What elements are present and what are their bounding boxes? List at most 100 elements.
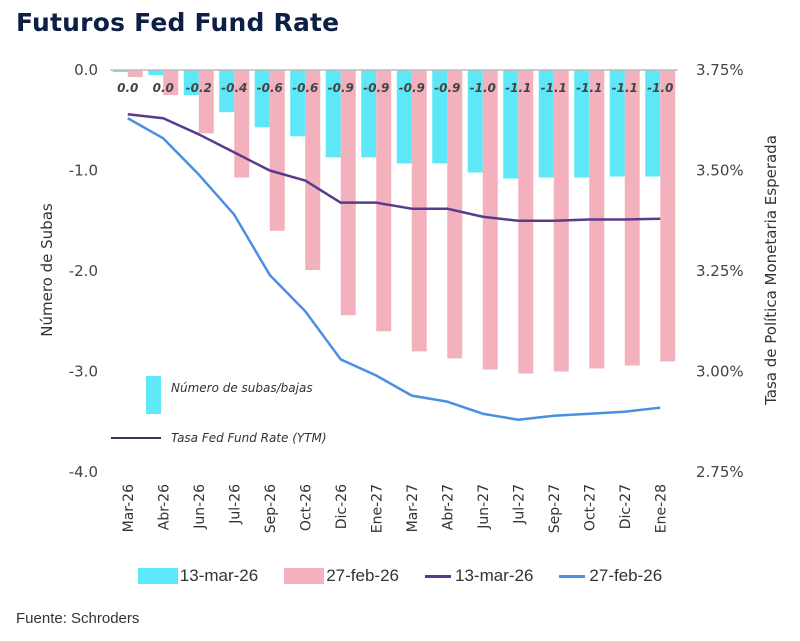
x-tick-label: Mar-27 — [405, 484, 421, 532]
x-axis-ticks: Mar-26 Abr-26 Jun-26 Jul-26 Sep-26 Oct-26 Dic-… — [121, 484, 670, 533]
data-label: -1.0 — [647, 81, 673, 95]
y-tick-label: -2.0 — [69, 262, 98, 280]
data-label: -0.9 — [399, 81, 425, 95]
bar-13mar-Oct-26 — [290, 70, 306, 137]
y-axis-right-ticks: 3.75% 3.50% 3.25% 3.00% 2.75% — [696, 61, 744, 481]
bar-13mar-Ene-27 — [361, 70, 377, 158]
bar-27feb-Dic-27 — [624, 70, 640, 366]
x-tick-label: Ene-28 — [653, 484, 669, 533]
lines-layer — [127, 112, 661, 421]
legend-item-line-mar: 13-mar-26 — [425, 566, 533, 586]
bar-27feb-Jul-26 — [234, 70, 250, 178]
legend-item-bar-mar: 13-mar-26 — [137, 566, 259, 586]
data-label: -0.6 — [257, 81, 283, 95]
chart-title: Futuros Fed Fund Rate — [16, 8, 340, 37]
x-tick-label: Sep-26 — [263, 484, 279, 533]
bars-layer — [112, 70, 676, 374]
bar-27feb-Dic-26 — [340, 70, 356, 316]
x-tick-label: Abr-26 — [156, 484, 172, 530]
x-tick-label: Abr-27 — [440, 484, 456, 530]
bar-13mar-Abr-26 — [148, 70, 164, 76]
inner-legend-bar-swatch — [146, 376, 161, 414]
data-label: 0.0 — [117, 81, 138, 95]
legend-swatch-bar — [137, 568, 178, 584]
bar-27feb-Abr-26 — [163, 70, 179, 96]
data-label: -0.4 — [221, 81, 247, 95]
data-label: -1.1 — [576, 81, 602, 95]
bar-13mar-Abr-27 — [432, 70, 448, 164]
bar-13mar-Dic-26 — [325, 70, 341, 158]
legend-label: 27-feb-26 — [326, 566, 399, 585]
bar-27feb-Jun-26 — [198, 70, 214, 134]
bar-13mar-Sep-26 — [254, 70, 270, 128]
data-label: -0.9 — [434, 81, 460, 95]
bar-13mar-Oct-27 — [574, 70, 590, 178]
inner-legend-bar-label: Número de subas/bajas — [171, 381, 313, 395]
bar-13mar-Mar-26 — [112, 70, 128, 73]
legend-label: 13-mar-26 — [455, 566, 534, 585]
data-label: -1.0 — [470, 81, 496, 95]
bar-13mar-Ene-28 — [645, 70, 661, 177]
x-tick-label: Ene-27 — [369, 484, 385, 533]
data-label: 0.0 — [153, 81, 174, 95]
y-tick-label: 0.0 — [74, 61, 98, 79]
bar-13mar-Jun-27 — [467, 70, 483, 173]
inner-legend-line-label: Tasa Fed Fund Rate (YTM) — [171, 431, 327, 445]
legend-label: 27-feb-26 — [589, 566, 663, 585]
bar-27feb-Mar-27 — [411, 70, 427, 352]
x-tick-label: Jun-27 — [476, 484, 492, 530]
bar-13mar-Jul-26 — [219, 70, 235, 113]
data-label: -0.9 — [363, 81, 389, 95]
x-tick-label: Jul-27 — [511, 484, 527, 525]
y-tick-label: -4.0 — [69, 463, 98, 481]
y-axis-left-ticks: 0.0 -1.0 -2.0 -3.0 -4.0 — [69, 61, 98, 481]
y2-tick-label: 2.75% — [696, 463, 744, 481]
bar-27feb-Ene-28 — [660, 70, 676, 362]
x-tick-label: Sep-27 — [547, 484, 563, 533]
y-axis-right-label: Tasa de Política Monetaria Esperada — [762, 135, 780, 406]
line-13mar — [127, 112, 661, 222]
legend-swatch-line — [559, 574, 586, 578]
x-tick-label: Mar-26 — [121, 484, 137, 532]
legend-label: 13-mar-26 — [179, 566, 259, 585]
legend-swatch-bar — [284, 568, 325, 584]
data-label: -0.9 — [328, 81, 354, 95]
data-label: -0.6 — [292, 81, 318, 95]
bar-13mar-Sep-27 — [538, 70, 554, 178]
bar-27feb-Ene-27 — [376, 70, 392, 332]
y2-tick-label: 3.75% — [696, 61, 744, 79]
data-label: -0.2 — [186, 81, 212, 95]
bar-27feb-Sep-26 — [269, 70, 285, 231]
y2-tick-label: 3.25% — [696, 262, 744, 280]
x-tick-label: Jul-26 — [227, 484, 243, 525]
legend-item-bar-feb: 27-feb-26 — [284, 566, 399, 586]
inner-legend: Número de subas/bajas Tasa Fed Fund Rate… — [111, 376, 327, 445]
data-labels-layer: 0.0 0.0 -0.2 -0.4 -0.6 -0.6 -0.9 -0.9 -0.9 -0.9 -1… — [117, 81, 673, 95]
x-tick-label: Dic-27 — [618, 484, 634, 529]
bar-27feb-Mar-26 — [127, 70, 143, 78]
data-label: -1.1 — [541, 81, 567, 95]
x-tick-label: Dic-26 — [334, 484, 350, 529]
source-note: Fuente: Schroders — [16, 610, 140, 627]
data-label: -1.1 — [505, 81, 531, 95]
y-tick-label: -3.0 — [69, 363, 98, 381]
y2-tick-label: 3.50% — [696, 162, 744, 180]
bar-13mar-Mar-27 — [396, 70, 412, 164]
bar-13mar-Dic-27 — [609, 70, 625, 177]
x-tick-label: Oct-27 — [582, 484, 598, 531]
y-tick-label: -1.0 — [69, 162, 98, 180]
chart-legend: 13-mar-26 27-feb-26 13-mar-26 27-feb-26 — [0, 566, 800, 586]
bar-27feb-Abr-27 — [447, 70, 463, 359]
bar-13mar-Jun-26 — [183, 70, 199, 96]
legend-swatch-line — [425, 574, 451, 578]
y2-tick-label: 3.00% — [696, 363, 744, 381]
bar-27feb-Oct-26 — [305, 70, 321, 270]
x-tick-label: Jun-26 — [192, 484, 208, 530]
chart-plot: 0.0 0.0 -0.2 -0.4 -0.6 -0.6 -0.9 -0.9 -0.9 -0.9 -1… — [38, 61, 780, 533]
bar-27feb-Jun-27 — [482, 70, 498, 370]
y-axis-left-label: Número de Subas — [38, 203, 56, 337]
bar-13mar-Jul-27 — [503, 70, 519, 179]
legend-item-line-feb: 27-feb-26 — [559, 566, 662, 586]
data-label: -1.1 — [612, 81, 638, 95]
line-27feb — [127, 117, 661, 421]
